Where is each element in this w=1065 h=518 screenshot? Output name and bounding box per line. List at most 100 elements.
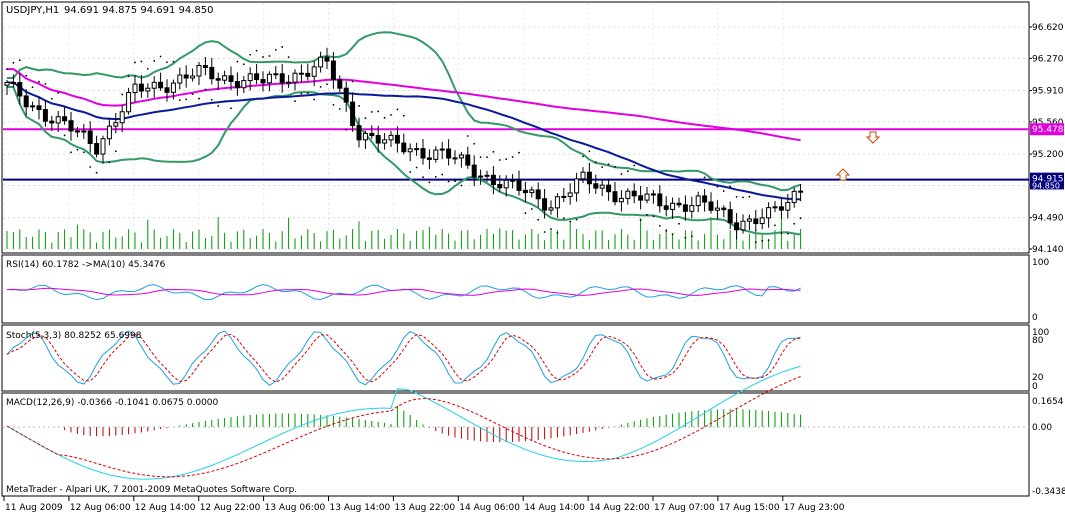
bull-candle [650,193,656,196]
bear-candle [721,207,727,211]
sar-dot [703,176,706,179]
bear-candle [330,60,336,81]
fractal-down-arrow [865,131,881,144]
time-tick-label: 12 Aug 06:00 [70,503,131,513]
stoch-scale-80: 80 [1032,336,1044,346]
candlesticks[interactable] [4,47,804,240]
sar-dot [76,148,79,151]
sar-dot [524,212,527,215]
sar-dot [434,175,437,178]
sar-dot [25,74,28,77]
price-tick-label: 95.200 [1032,150,1064,160]
bull-candle [529,189,535,194]
time-tick-label: 12 Aug 22:00 [200,503,261,513]
sar-dot [639,219,642,222]
time-tick-label: 12 Aug 14:00 [135,503,196,513]
rsi-line [6,284,801,301]
magenta-price-tag: 95.478 [1030,123,1064,136]
rsi-label: RSI(14) 60.1782 ->MA(10) 45.3476 [6,260,166,270]
bear-candle [234,80,240,89]
sar-dot [799,217,802,220]
sar-dot [281,46,284,48]
bull-candle [433,149,439,160]
bear-candle [522,189,528,194]
sar-dot [466,135,469,137]
stoch-scale-20: 20 [1032,373,1044,383]
bull-candle [151,81,157,89]
sar-dot [198,97,200,100]
time-tick-label: 17 Aug 15:00 [719,503,780,513]
bull-candle [791,190,797,204]
sar-dot [748,195,751,198]
parabolic-sar [6,46,802,244]
bear-candle [631,190,637,197]
bear-candle [676,202,682,206]
bear-candle [394,134,400,144]
bear-candle [542,198,548,211]
fractal-up-arrow [835,168,851,181]
bull-candle [311,66,317,77]
sar-dot [370,111,373,113]
sar-dot [70,151,72,154]
sar-dot [479,156,482,159]
bear-candle [401,142,407,153]
sar-dot [607,163,610,166]
bear-candle [74,130,80,133]
rsi-ma-line [6,287,801,296]
sar-dot [780,232,783,235]
bear-candle [228,75,234,82]
bull-candle [740,220,746,231]
sar-dot [588,150,591,153]
bull-candle [503,179,509,189]
sar-dot [684,236,687,239]
macd-panel[interactable] [1,392,1030,497]
sar-dot [620,173,623,175]
sar-dot [575,218,578,221]
bear-candle [612,191,618,203]
bull-candle [599,184,605,189]
sar-dot [409,171,412,173]
bear-candle [734,222,740,231]
sar-dot [230,107,232,110]
sar-dot [262,56,264,58]
bear-candle [260,79,266,84]
sar-dot [377,110,380,113]
bear-candle [138,83,144,92]
main-price-panel[interactable] [1,1,1030,254]
upper-band [7,31,801,192]
bull-candle [247,73,253,82]
bull-candle [414,148,420,151]
svg-text:94.915: 94.915 [1032,175,1064,185]
sar-dot [582,155,584,158]
sar-dot [95,171,98,174]
footer-credit: MetaTrader - Alpari UK, 7 2001-2009 Meta… [6,485,297,495]
sar-dot [402,114,405,117]
sar-dot [646,213,648,216]
macd-scale-top: 0.1654 [1032,397,1064,407]
sar-dot [287,56,290,59]
bull-candle [452,157,458,160]
sar-dot [652,215,655,218]
symbol-label: USDJPY,H1 [6,5,59,16]
fast-moving-average [7,81,801,201]
sar-dot [562,217,565,220]
sar-dot [166,61,168,64]
stoch-label: Stoch(5,3,3) 80.8252 65.6998 [6,331,142,341]
bull-candle [4,82,10,86]
bull-candle [574,178,580,194]
bear-candle [158,81,164,89]
bull-candle [746,218,752,222]
bull-candle [695,195,701,207]
macd-scale-zero: 0.00 [1032,423,1052,433]
sar-dot [505,158,508,161]
bull-candle [100,138,106,155]
bear-candle [324,56,330,62]
sar-dot [332,103,335,106]
sar-dot [415,166,418,169]
bear-candle [593,183,599,189]
volume-bars [6,217,802,249]
bear-candle [164,87,170,93]
sar-dot [89,166,92,168]
bull-candle [318,56,324,68]
